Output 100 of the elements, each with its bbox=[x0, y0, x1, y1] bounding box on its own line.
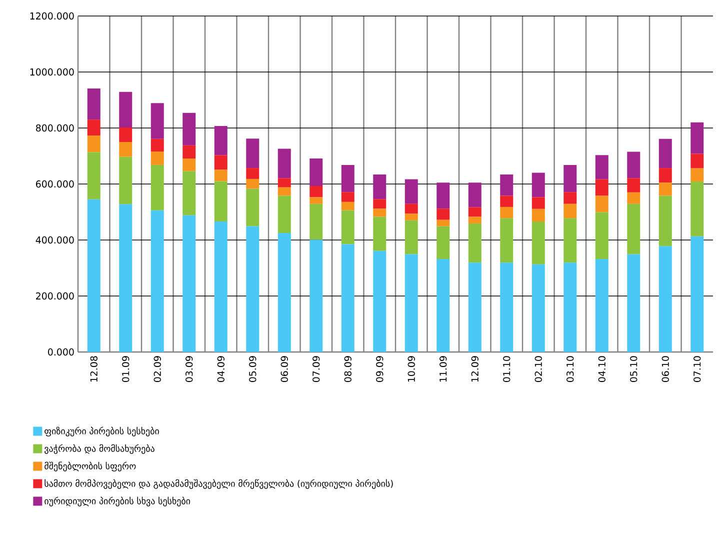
bar bbox=[246, 226, 260, 352]
bar bbox=[119, 156, 132, 204]
bar bbox=[500, 196, 514, 207]
bar bbox=[119, 142, 132, 157]
bar bbox=[627, 204, 640, 254]
bar bbox=[436, 259, 450, 352]
bar bbox=[404, 214, 418, 220]
bar bbox=[341, 164, 354, 192]
bar bbox=[214, 126, 228, 156]
legend-label: მშენებლობის სფერო bbox=[44, 462, 136, 472]
bar bbox=[341, 192, 354, 202]
bar bbox=[564, 164, 577, 192]
x-tick-label: 09.09 bbox=[376, 356, 384, 382]
bar bbox=[658, 246, 672, 352]
bar bbox=[690, 122, 704, 154]
y-tick-label: 600.000 bbox=[36, 180, 74, 188]
bar bbox=[468, 262, 482, 352]
x-tick-label: 03.10 bbox=[566, 356, 574, 382]
x-tick-label: 05.09 bbox=[249, 356, 256, 382]
bar bbox=[404, 204, 418, 214]
bar bbox=[436, 220, 450, 226]
x-tick-label: 12.08 bbox=[90, 356, 98, 382]
bar bbox=[690, 236, 704, 352]
bar bbox=[436, 226, 450, 260]
bar bbox=[500, 218, 514, 263]
y-tick-label: 200.000 bbox=[36, 292, 74, 300]
bar bbox=[658, 168, 672, 183]
legend-label: სამთო მომპოვებელი და გადამამუშავებელი მრეწველობა (იურიდიული პირების) bbox=[44, 479, 393, 489]
bar bbox=[278, 178, 291, 188]
bar bbox=[182, 112, 196, 146]
bar bbox=[373, 208, 386, 217]
bar bbox=[246, 168, 260, 179]
bar bbox=[182, 171, 196, 216]
bar bbox=[532, 208, 545, 222]
x-tick-label: 07.10 bbox=[694, 356, 701, 382]
bar bbox=[373, 199, 386, 209]
bar bbox=[532, 172, 545, 198]
bar bbox=[214, 222, 228, 352]
bar bbox=[627, 152, 640, 178]
bar bbox=[468, 223, 482, 263]
bar bbox=[404, 254, 418, 352]
bar bbox=[404, 179, 418, 204]
bar bbox=[595, 212, 608, 260]
y-tick-label: 400.000 bbox=[36, 236, 74, 244]
bar bbox=[182, 215, 196, 352]
bar bbox=[150, 164, 164, 210]
bar bbox=[468, 207, 482, 217]
bar bbox=[532, 222, 545, 264]
bar bbox=[341, 202, 354, 210]
x-tick-label: 01.10 bbox=[503, 356, 510, 382]
x-tick-label: 04.09 bbox=[217, 356, 224, 382]
bar bbox=[627, 254, 640, 352]
bar bbox=[87, 136, 100, 152]
bar bbox=[246, 178, 260, 189]
bar bbox=[87, 88, 100, 120]
legend-label: ვაჭრობა და მომსახურება bbox=[44, 444, 154, 454]
bar bbox=[532, 264, 545, 352]
bar bbox=[373, 216, 386, 251]
bar bbox=[500, 262, 514, 352]
bar bbox=[310, 197, 323, 204]
bar bbox=[119, 92, 132, 128]
bar bbox=[595, 259, 608, 352]
bar bbox=[532, 197, 545, 209]
x-tick-label: 02.10 bbox=[534, 356, 542, 382]
bar bbox=[150, 210, 164, 352]
bar bbox=[87, 120, 100, 136]
bar bbox=[627, 178, 640, 192]
bar bbox=[436, 208, 450, 220]
x-tick-label: 03.09 bbox=[186, 356, 193, 382]
bar bbox=[658, 138, 672, 168]
bar bbox=[246, 188, 260, 226]
bar bbox=[150, 103, 164, 139]
x-tick-label: 01.09 bbox=[122, 356, 130, 382]
bar bbox=[690, 168, 704, 182]
bar bbox=[627, 192, 640, 204]
bar bbox=[214, 155, 228, 170]
x-tick-label: 12.09 bbox=[471, 356, 478, 382]
bar bbox=[595, 196, 608, 212]
bar bbox=[214, 181, 228, 222]
x-tick-label: 06.10 bbox=[662, 356, 669, 382]
bar bbox=[278, 187, 291, 196]
bar bbox=[564, 204, 577, 218]
bar bbox=[310, 158, 323, 186]
bar bbox=[658, 182, 672, 196]
bar bbox=[150, 152, 164, 165]
x-tick-label: 06.09 bbox=[280, 356, 288, 382]
y-tick-label: 0.000 bbox=[48, 348, 74, 356]
bar bbox=[310, 186, 323, 198]
legend-label: იურიდიული პირების სხვა სესხები bbox=[44, 496, 190, 506]
bar bbox=[87, 199, 100, 352]
bar bbox=[278, 233, 291, 352]
x-tick-label: 10.09 bbox=[408, 356, 415, 382]
bar bbox=[373, 174, 386, 200]
x-tick-label: 08.09 bbox=[344, 356, 352, 382]
x-tick-label: 02.09 bbox=[154, 356, 161, 382]
bar bbox=[468, 182, 482, 208]
bar bbox=[690, 154, 704, 168]
bar bbox=[690, 181, 704, 236]
bar bbox=[404, 220, 418, 254]
x-tick-label: 05.10 bbox=[630, 356, 638, 382]
